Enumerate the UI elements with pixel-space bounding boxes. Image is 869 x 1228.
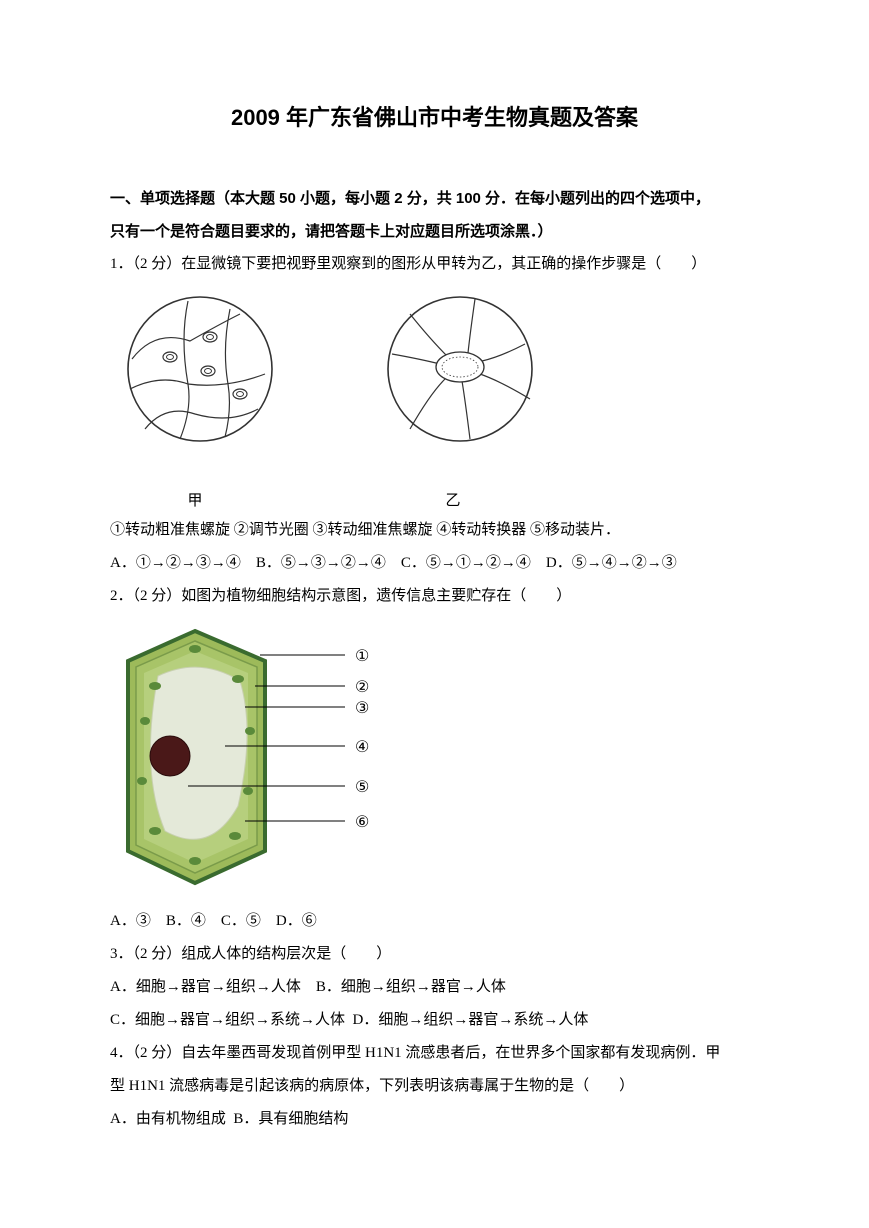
q1-steps: ①转动粗准焦螺旋 ②调节光圈 ③转动细准焦螺旋 ④转动转换器 ⑤移动装片． bbox=[110, 514, 759, 547]
cell-label-5: ⑤ bbox=[355, 779, 369, 796]
q2-figure: ① ② ③ ④ ⑤ ⑥ bbox=[110, 621, 759, 901]
q2-optA: A．③ bbox=[110, 913, 151, 929]
q3-text: 3．（2 分）组成人体的结构层次是（ ） bbox=[110, 938, 759, 971]
cell-label-2: ② bbox=[355, 679, 369, 696]
page-title: 2009 年广东省佛山市中考生物真题及答案 bbox=[110, 100, 759, 132]
q3-optC: C．细胞→器官→组织→系统→人体 bbox=[110, 1012, 345, 1028]
q1-optB: B．⑤→③→②→④ bbox=[256, 555, 386, 571]
q3-options-row1: A．细胞→器官→组织→人体 B．细胞→组织→器官→人体 bbox=[110, 971, 759, 1004]
q4-text-line1: 4．（2 分）自去年墨西哥发现首例甲型 H1N1 流感患者后，在世界多个国家都有… bbox=[110, 1037, 759, 1070]
q2-optD: D．⑥ bbox=[276, 913, 317, 929]
cell-label-6: ⑥ bbox=[355, 814, 369, 831]
q1-optC: C．⑤→①→②→④ bbox=[401, 555, 531, 571]
microscope-view-jia bbox=[128, 297, 272, 441]
cell-label-4: ④ bbox=[355, 739, 369, 756]
q3-options-row2: C．细胞→器官→组织→系统→人体 D．细胞→组织→器官→系统→人体 bbox=[110, 1004, 759, 1037]
q3-optD: D．细胞→组织→器官→系统→人体 bbox=[353, 1012, 589, 1028]
q3-optA: A．细胞→器官→组织→人体 bbox=[110, 979, 301, 995]
q4-text-line2: 型 H1N1 流感病毒是引起该病的病原体，下列表明该病毒属于生物的是（ ） bbox=[110, 1070, 759, 1103]
q1-optA: A．①→②→③→④ bbox=[110, 555, 241, 571]
q2-optC: C．⑤ bbox=[221, 913, 261, 929]
q1-caption-yi: 乙 bbox=[378, 489, 528, 510]
q3-optB: B．细胞→组织→器官→人体 bbox=[316, 979, 506, 995]
q4-optB: B．具有细胞结构 bbox=[233, 1111, 348, 1127]
q4-optA: A．由有机物组成 bbox=[110, 1111, 226, 1127]
q1-figure: 甲 乙 bbox=[110, 289, 759, 510]
nucleus bbox=[150, 736, 190, 776]
microscope-view-yi bbox=[388, 297, 532, 441]
q4-options: A．由有机物组成 B．具有细胞结构 bbox=[110, 1103, 759, 1136]
q2-text: 2．（2 分）如图为植物细胞结构示意图，遗传信息主要贮存在（ ） bbox=[110, 580, 759, 613]
q1-caption-jia: 甲 bbox=[110, 489, 280, 510]
section-heading-line2: 只有一个是符合题目要求的，请把答题卡上对应题目所选项涂黑．） bbox=[110, 215, 759, 248]
q1-options: A．①→②→③→④ B．⑤→③→②→④ C．⑤→①→②→④ D．⑤→④→②→③ bbox=[110, 547, 759, 580]
q2-optB: B．④ bbox=[166, 913, 206, 929]
q1-optD: D．⑤→④→②→③ bbox=[546, 555, 677, 571]
cell-label-1: ① bbox=[355, 648, 369, 665]
cell-label-3: ③ bbox=[355, 700, 369, 717]
section-heading-line1: 一、单项选择题（本大题 50 小题，每小题 2 分，共 100 分．在每小题列出… bbox=[110, 182, 759, 215]
q2-options: A．③ B．④ C．⑤ D．⑥ bbox=[110, 905, 759, 938]
q1-text: 1．（2 分）在显微镜下要把视野里观察到的图形从甲转为乙，其正确的操作步骤是（ … bbox=[110, 248, 759, 281]
